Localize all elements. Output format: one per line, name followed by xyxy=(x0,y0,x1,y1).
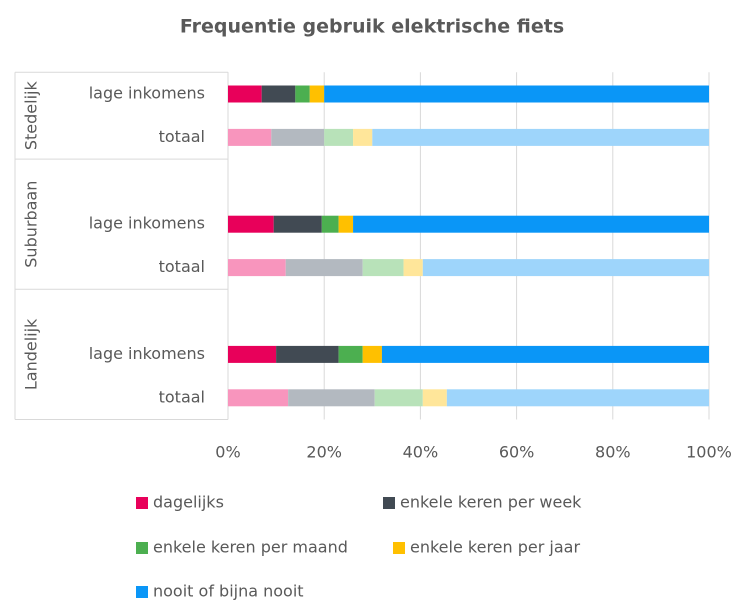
legend-swatch xyxy=(383,497,395,509)
bar-segment xyxy=(228,259,286,277)
x-tick-label: 0% xyxy=(215,443,240,462)
legend-label: enkele keren per week xyxy=(400,493,582,512)
legend-label: enkele keren per jaar xyxy=(410,538,580,557)
y-tick-label: totaal xyxy=(159,127,205,146)
y-tick-label: totaal xyxy=(159,257,205,276)
y-tick-label: totaal xyxy=(159,387,205,406)
bar-segment xyxy=(353,215,709,233)
legend-swatch xyxy=(136,497,148,509)
y-tick-label: lage inkomens xyxy=(89,344,205,363)
legend-swatch xyxy=(393,542,405,554)
legend-swatch xyxy=(136,586,148,598)
x-tick-label: 60% xyxy=(499,443,535,462)
bar-segment xyxy=(309,85,325,103)
bar-segment xyxy=(273,215,322,233)
bar-segment xyxy=(271,128,325,146)
group-label: Landelijk xyxy=(22,318,41,390)
group-label: Suburbaan xyxy=(22,181,41,268)
bar-segment xyxy=(403,259,423,277)
bar-segment xyxy=(228,215,274,233)
bar-segment xyxy=(338,215,354,233)
bar-segment xyxy=(295,85,310,103)
x-tick-label: 40% xyxy=(403,443,439,462)
bar-segment xyxy=(374,389,423,407)
bar-segment xyxy=(446,389,709,407)
legend-swatch xyxy=(136,542,148,554)
bar-segment xyxy=(228,85,262,103)
bar-segment xyxy=(372,128,709,146)
bar-segment xyxy=(288,389,375,407)
x-tick-label: 100% xyxy=(686,443,732,462)
bar-segment xyxy=(285,259,363,277)
bar-segment xyxy=(338,345,363,363)
bar-segment xyxy=(276,345,339,363)
legend-label: enkele keren per maand xyxy=(153,538,348,557)
legend-label: dagelijks xyxy=(153,493,224,512)
bar-segment xyxy=(381,345,709,363)
bar-segment xyxy=(362,259,404,277)
bar-segment xyxy=(228,128,272,146)
group-label: Stedelijk xyxy=(22,81,41,151)
bar-segment xyxy=(422,259,709,277)
bar-segment xyxy=(321,215,339,233)
bar-segment xyxy=(422,389,447,407)
bar-segment xyxy=(362,345,382,363)
legend-label: nooit of bijna nooit xyxy=(153,582,304,601)
bar-segment xyxy=(228,389,289,407)
bar-segment xyxy=(261,85,296,103)
bar-segment xyxy=(353,128,373,146)
bar-segment xyxy=(324,85,709,103)
y-tick-label: lage inkomens xyxy=(89,84,205,103)
x-tick-label: 80% xyxy=(595,443,631,462)
bar-segment xyxy=(324,128,354,146)
x-tick-label: 20% xyxy=(306,443,342,462)
bar-segment xyxy=(228,345,277,363)
y-tick-label: lage inkomens xyxy=(89,214,205,233)
chart-title: Frequentie gebruik elektrische fiets xyxy=(180,16,564,38)
